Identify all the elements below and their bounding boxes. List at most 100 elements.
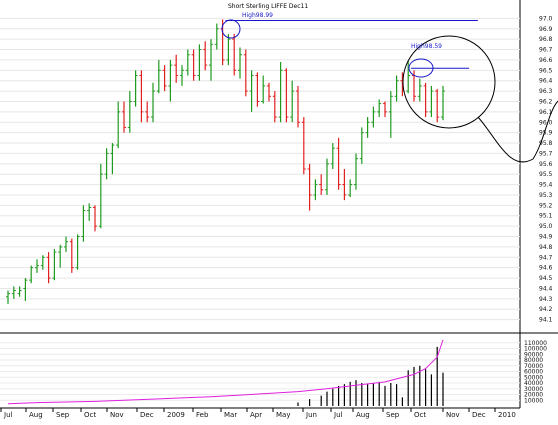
price-tick-label: 94.2	[539, 306, 553, 313]
price-tick-label: 95.2	[539, 202, 553, 209]
x-tick-label: Jun	[305, 411, 317, 419]
ohlc-bar	[406, 60, 411, 94]
ohlc-bar	[110, 143, 115, 175]
ohlc-bar	[98, 163, 103, 229]
price-tick-label: 97.0	[539, 15, 553, 22]
x-tick-label: Nov	[110, 411, 124, 419]
ohlc-bar	[151, 82, 155, 123]
ohlc-bar	[214, 23, 219, 50]
price-tick-label: 96.4	[539, 78, 553, 85]
high2-label: High98.59	[411, 43, 442, 50]
ohlc-bar	[11, 286, 16, 299]
ohlc-bar	[197, 44, 202, 81]
x-tick-label: Sep	[386, 411, 400, 419]
volume-tick-label: 80000	[524, 357, 543, 364]
ohlc-bar	[417, 78, 422, 102]
volume-tick-label: 70000	[524, 363, 543, 370]
x-tick-label: Jul	[3, 411, 13, 419]
ohlc-bar	[342, 169, 347, 201]
ohlc-bar	[429, 85, 434, 118]
ohlc-bar	[174, 54, 179, 83]
ohlc-bar	[52, 248, 57, 281]
price-tick-label: 96.1	[539, 109, 553, 116]
price-tick-label: 94.8	[539, 244, 553, 251]
price-tick-label: 94.7	[539, 254, 553, 261]
ohlc-bar	[325, 158, 329, 195]
x-tick-label: 2010	[498, 411, 516, 419]
focus-circle	[402, 35, 496, 129]
price-tick-label: 94.6	[539, 265, 553, 272]
ohlc-bar	[267, 82, 271, 102]
ohlc-bar	[348, 179, 353, 198]
ohlc-bar	[354, 153, 358, 190]
price-tick-label: 94.4	[539, 285, 553, 292]
ohlc-bar	[40, 255, 45, 270]
ohlc-bar	[388, 91, 393, 138]
price-grid	[0, 17, 520, 321]
ohlc-bar	[46, 252, 51, 284]
resistance-lines	[225, 19, 478, 69]
volume-bars	[297, 346, 444, 406]
ohlc-bar	[145, 101, 150, 123]
price-tick-label: 95.7	[539, 150, 553, 157]
ohlc-bar	[330, 143, 335, 169]
ohlc-bar	[23, 278, 28, 301]
price-tick-label: 95.8	[539, 140, 553, 147]
price-tick-label: 95.5	[539, 171, 553, 178]
x-tick-labels: Jul Aug Sep Oct Nov Dec 2009 Feb Mar Apr May Jun Jul…	[0, 408, 516, 419]
ohlc-bar	[365, 117, 370, 138]
price-tick-label: 96.5	[539, 67, 553, 74]
price-tick-label: 96.2	[539, 98, 553, 105]
volume-tick-label: 10000	[524, 397, 543, 404]
x-tick-label: Mar	[224, 411, 237, 419]
ohlc-bar	[296, 85, 300, 128]
price-tick-label: 96.7	[539, 47, 553, 54]
price-tick-label: 95.6	[539, 161, 553, 168]
ohlc-bar	[209, 39, 213, 81]
ohlc-bar	[278, 62, 283, 123]
ohlc-bar	[243, 49, 248, 97]
price-tick-label: 95.4	[539, 182, 553, 189]
ohlc-bar	[191, 49, 196, 81]
x-tick-label: Jul	[333, 411, 343, 419]
ohlc-bar	[238, 47, 242, 79]
ohlc-bar	[6, 290, 10, 305]
ohlc-bar	[75, 234, 80, 270]
ohlc-bar	[359, 127, 364, 164]
ohlc-bar	[441, 85, 445, 121]
x-tick-label: Nov	[446, 411, 460, 419]
ohlc-bar	[307, 163, 312, 211]
high1-marker-circle	[221, 19, 241, 39]
volume-grid	[0, 342, 520, 401]
ohlc-bar	[35, 259, 39, 273]
ohlc-bar	[423, 82, 428, 118]
ohlc-bar	[122, 101, 126, 133]
ohlc-bar	[156, 59, 161, 94]
price-tick-label: 94.3	[539, 296, 553, 303]
ohlc-bar	[232, 33, 237, 76]
ohlc-bar	[17, 286, 22, 297]
price-tick-label: 94.5	[539, 275, 553, 282]
ohlc-bar	[301, 117, 306, 175]
x-tick-label: Dec	[472, 411, 486, 419]
volume-tick-label: 50000	[524, 374, 543, 381]
ohlc-bar	[383, 101, 387, 118]
ohlc-bar	[69, 238, 74, 273]
volume-tick-label: 100000	[524, 346, 547, 353]
ohlc-bar	[116, 101, 121, 149]
ohlc-bar	[58, 244, 63, 268]
high1-label: High98.99	[242, 12, 273, 19]
volume-tick-label: 40000	[524, 380, 543, 387]
ohlc-bar	[139, 70, 144, 123]
x-tick-label: Sep	[56, 411, 70, 419]
ohlc-bar	[336, 137, 341, 190]
ohlc-bar	[87, 203, 92, 221]
ohlc-bar	[203, 41, 208, 71]
volume-tick-label: 30000	[524, 386, 543, 393]
ohlc-bar	[226, 33, 231, 66]
price-tick-labels: 97.0 96.9 96.8 96.7 96.6 96.5 96.4 96.3 96.2 96.1…	[539, 15, 553, 323]
price-tick-label: 95.0	[539, 223, 553, 230]
x-tick-label: Feb	[196, 411, 209, 419]
ohlc-bar	[81, 205, 86, 242]
